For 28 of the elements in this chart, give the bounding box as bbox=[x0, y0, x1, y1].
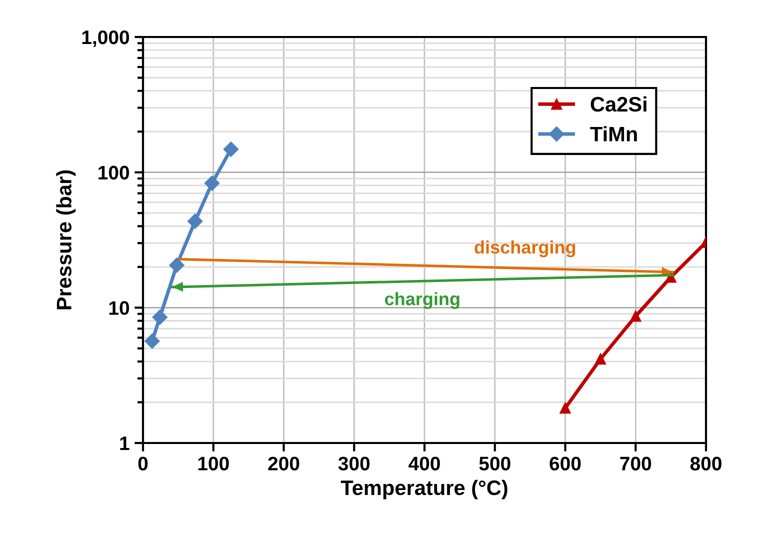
y-axis-title: Pressure (bar) bbox=[56, 170, 76, 310]
y-tick-label: 10 bbox=[109, 301, 130, 315]
y-tick-label: 100 bbox=[98, 166, 130, 180]
point bbox=[223, 142, 239, 157]
point bbox=[188, 214, 203, 229]
x-tick-label: 200 bbox=[268, 456, 300, 470]
y-tick-label: 1 bbox=[120, 436, 130, 450]
x-tick-label: 300 bbox=[338, 456, 370, 471]
annotation: discharging bbox=[474, 240, 576, 258]
x-tick-label: 0 bbox=[138, 456, 148, 470]
point bbox=[169, 258, 184, 273]
x-tick-label: 600 bbox=[550, 456, 581, 470]
x-tick-label: 800 bbox=[690, 456, 722, 470]
legend-label: TiMn bbox=[590, 126, 637, 142]
x-tick-label: 700 bbox=[620, 456, 652, 470]
y-tick-label: 1,000 bbox=[82, 30, 130, 48]
point bbox=[560, 402, 571, 414]
x-axis-title: Temperature (°C) bbox=[340, 480, 508, 500]
point bbox=[144, 334, 160, 349]
x-tick-label: 400 bbox=[408, 456, 440, 470]
point bbox=[152, 310, 168, 325]
x-tick-label: 500 bbox=[479, 456, 510, 470]
point bbox=[594, 354, 606, 365]
point bbox=[630, 310, 642, 322]
legend-label: Ca2Si bbox=[590, 96, 646, 112]
annotation: charging bbox=[384, 292, 460, 309]
x-tick-label: 100 bbox=[198, 456, 229, 470]
point bbox=[204, 176, 220, 191]
